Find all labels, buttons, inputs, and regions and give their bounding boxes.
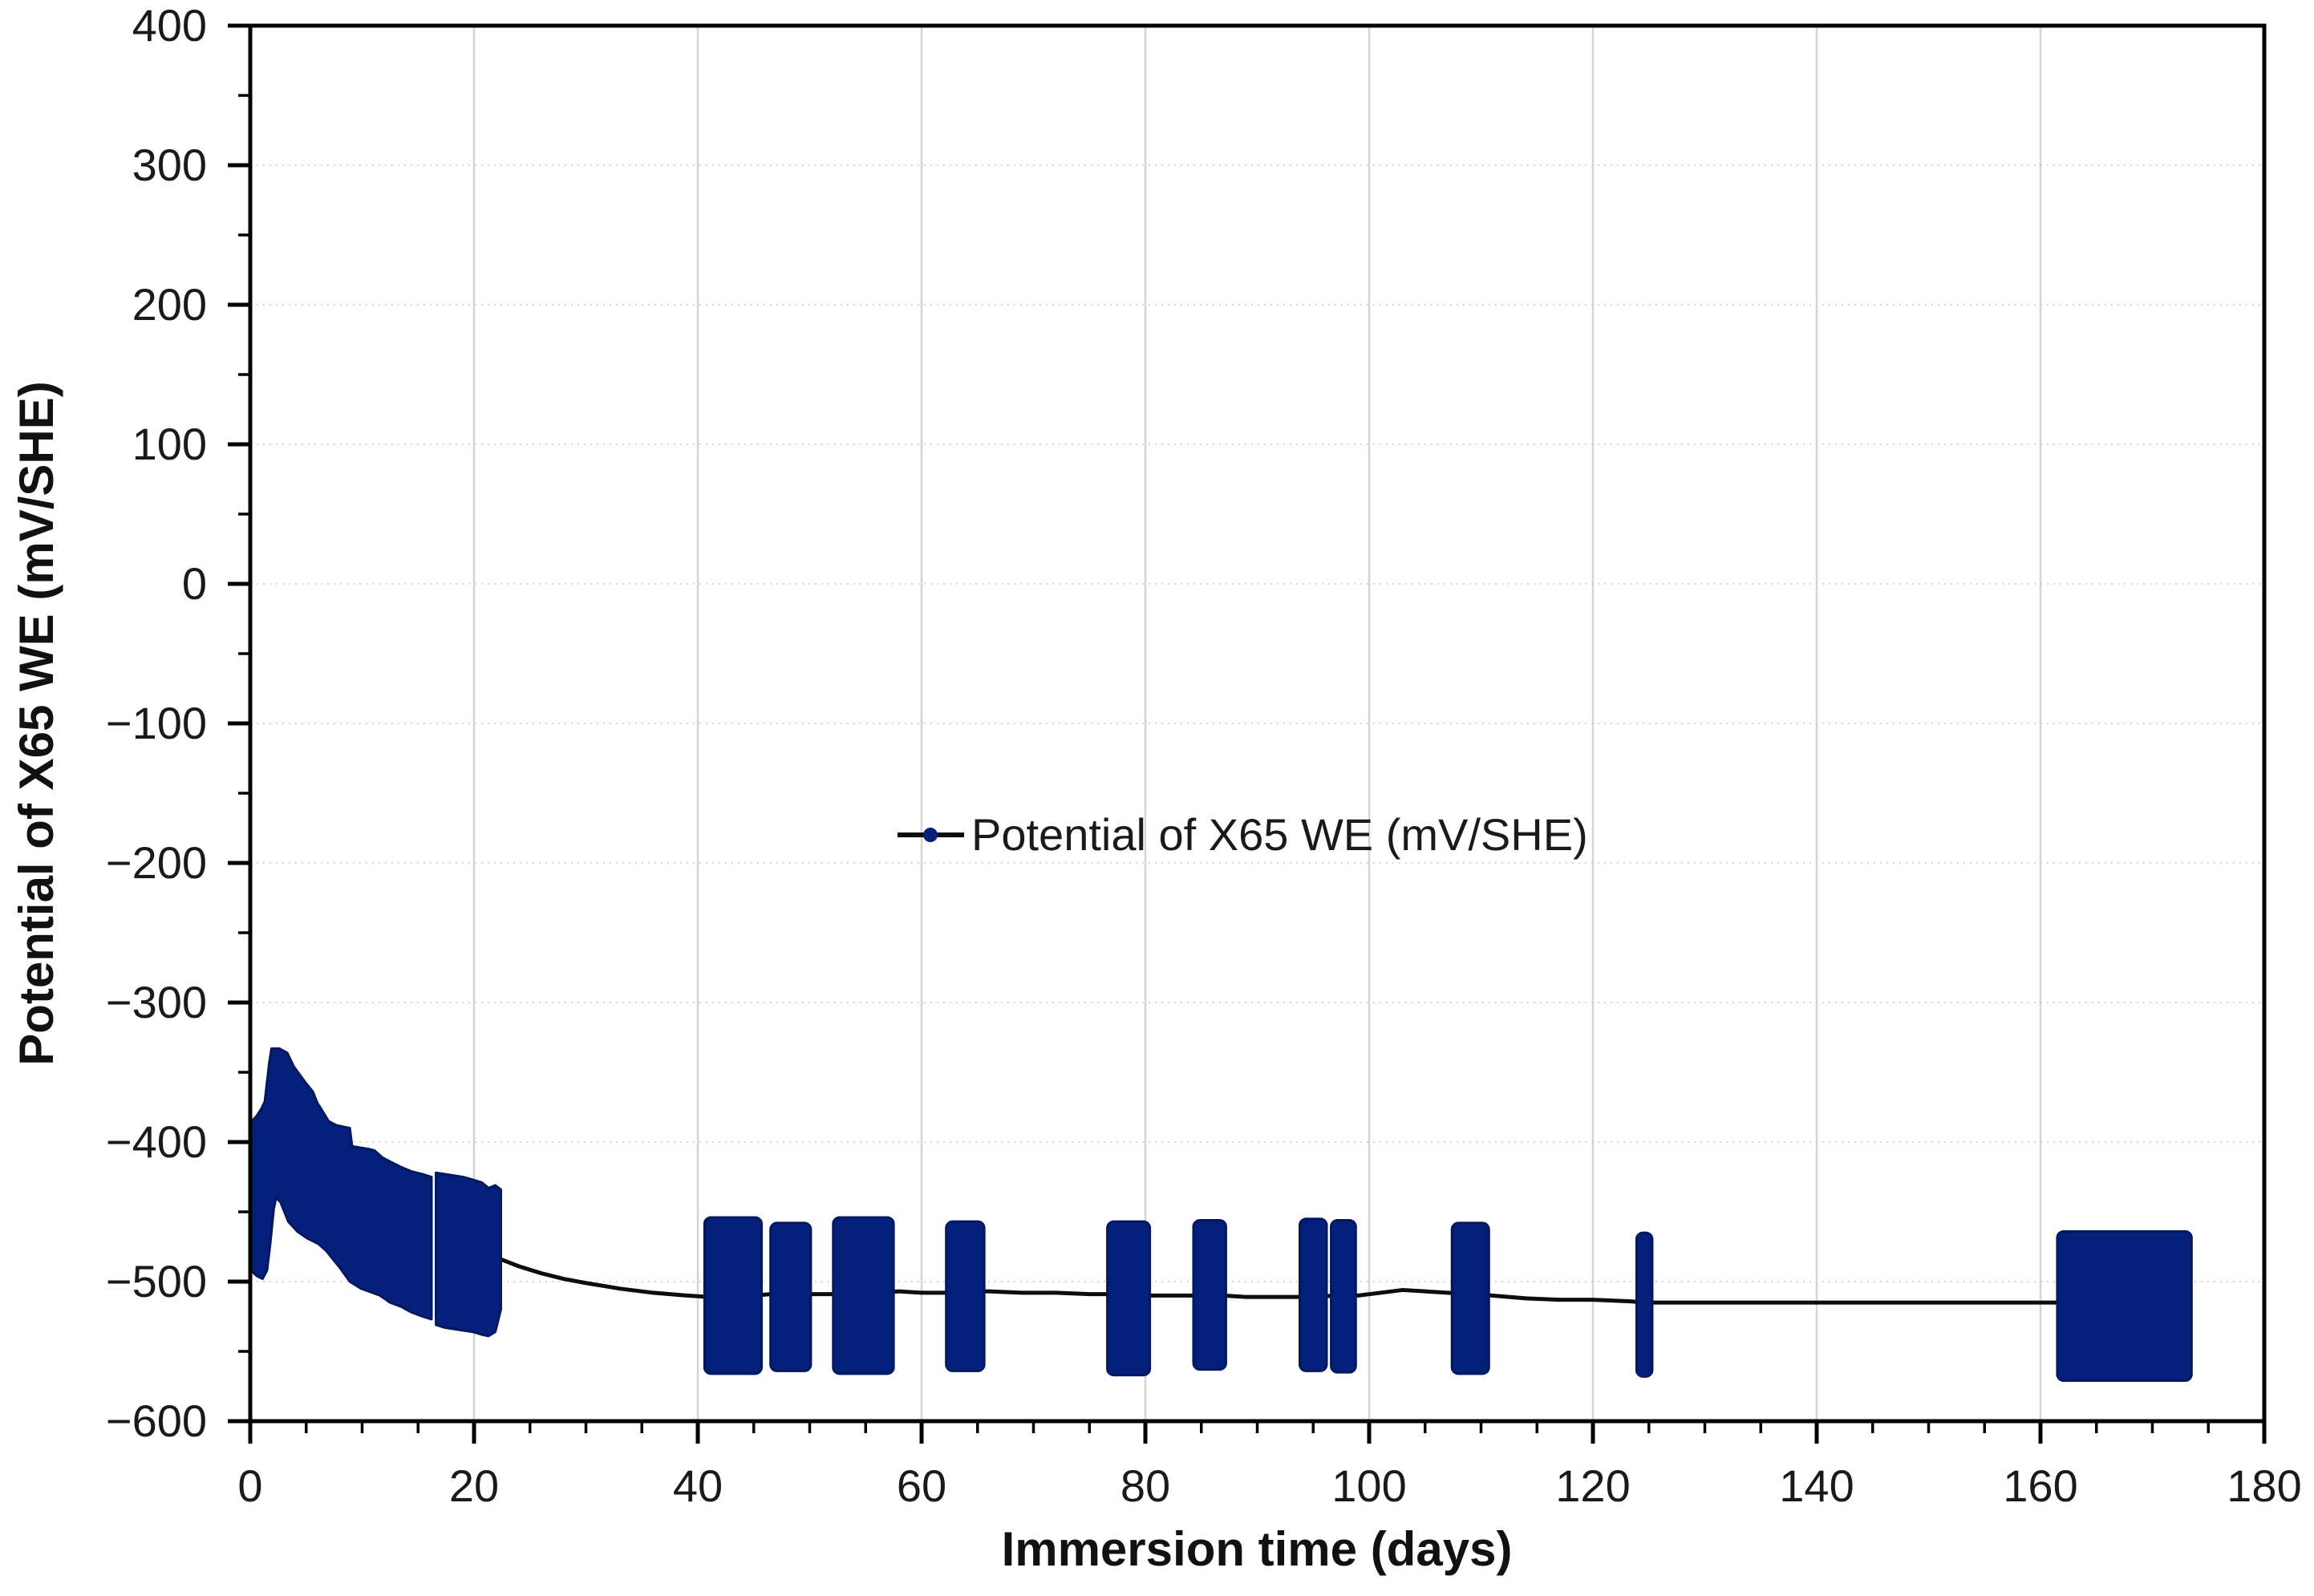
noise-band	[249, 1047, 433, 1321]
noise-bar	[832, 1216, 895, 1375]
axis-ticks	[228, 23, 2267, 1444]
x-tick-label: 160	[2003, 1460, 2077, 1511]
y-tick-label: −100	[106, 698, 207, 748]
y-tick-label: −600	[106, 1395, 207, 1446]
noise-bar	[945, 1220, 986, 1372]
data-series-layer	[249, 1047, 2193, 1383]
x-tick-label: 120	[1555, 1460, 1630, 1511]
y-tick-label: 400	[132, 0, 207, 51]
legend-marker-dot	[923, 828, 938, 842]
noise-bar	[2056, 1229, 2193, 1383]
noise-bar	[1192, 1218, 1227, 1371]
noise-bar	[1330, 1218, 1357, 1374]
noise-bar	[1106, 1220, 1152, 1377]
x-tick-label: 100	[1331, 1460, 1406, 1511]
gridlines	[250, 26, 2264, 1421]
y-axis-title: Potential of X65 WE (mV/SHE)	[10, 381, 63, 1065]
y-tick-label: 0	[182, 558, 207, 609]
x-tick-label: 140	[1779, 1460, 1854, 1511]
noise-bar	[1450, 1221, 1490, 1375]
y-tick-labels: 400 300 200 100 0 −100 −200 −300 −400 −500 −600	[106, 0, 207, 1446]
noise-bar	[1299, 1217, 1328, 1372]
legend: Potential of X65 WE (mV/SHE)	[898, 809, 1588, 860]
x-tick-label: 40	[673, 1460, 723, 1511]
y-tick-label: 200	[132, 279, 207, 330]
y-tick-label: 300	[132, 140, 207, 190]
x-tick-label: 20	[449, 1460, 499, 1511]
x-tick-label: 80	[1121, 1460, 1170, 1511]
y-tick-label: −200	[106, 837, 207, 888]
legend-label: Potential of X65 WE (mV/SHE)	[971, 809, 1588, 860]
x-axis-title: Immersion time (days)	[1002, 1522, 1513, 1576]
y-tick-label: −300	[106, 977, 207, 1027]
y-tick-label: −500	[106, 1256, 207, 1306]
noise-band	[435, 1171, 502, 1338]
noise-bar	[703, 1216, 764, 1375]
x-tick-label: 0	[237, 1460, 262, 1511]
y-tick-label: −400	[106, 1116, 207, 1167]
x-tick-label: 180	[2227, 1460, 2301, 1511]
x-tick-labels: 0 20 40 60 80 100 120 140 160 180	[237, 1460, 2301, 1511]
x-tick-label: 60	[897, 1460, 946, 1511]
y-tick-label: 100	[132, 419, 207, 469]
noise-bar	[769, 1221, 813, 1372]
noise-bar	[1635, 1231, 1654, 1378]
